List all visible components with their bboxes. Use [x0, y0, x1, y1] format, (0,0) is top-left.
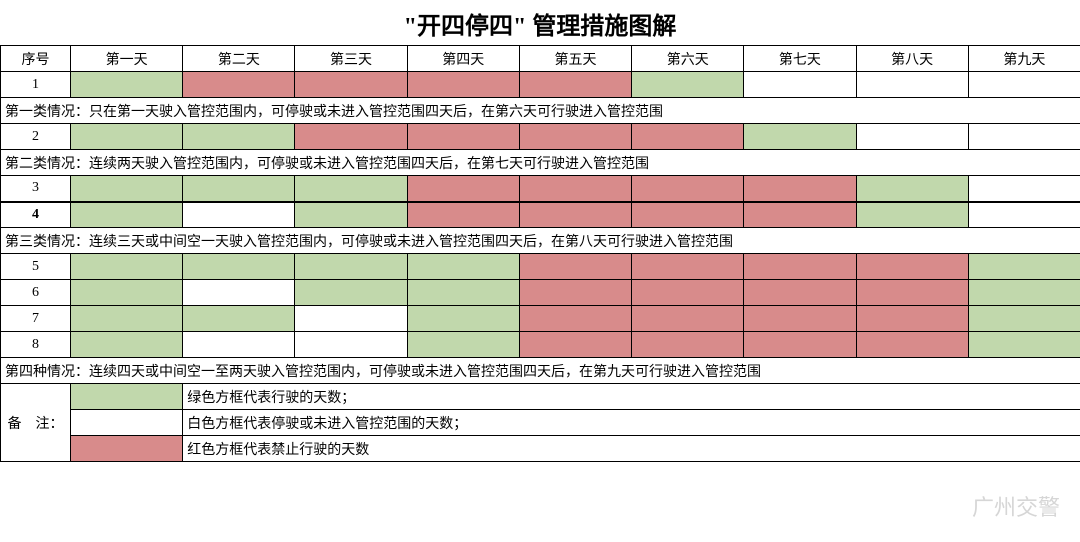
table-row: 6 [1, 280, 1080, 306]
legend-label: 备 注： [1, 384, 71, 462]
legend-swatch [71, 384, 183, 410]
table-header: 序号第一天第二天第三天第四天第五天第六天第七天第八天第九天 [1, 46, 1080, 72]
sheet: "开四停四" 管理措施图解 序号第一天第二天第三天第四天第五天第六天第七天第八天… [0, 0, 1080, 462]
table-row: 8 [1, 332, 1080, 358]
table-row: 7 [1, 306, 1080, 332]
desc-1: 第一类情况：只在第一天驶入管控范围内，可停驶或未进入管控范围四天后，在第六天可行… [1, 98, 1080, 124]
legend-text: 白色方框代表停驶或未进入管控范围的天数； [183, 410, 1080, 436]
legend-text: 绿色方框代表行驶的天数； [183, 384, 1080, 410]
policy-table: 序号第一天第二天第三天第四天第五天第六天第七天第八天第九天1第一类情况：只在第一… [0, 45, 1080, 462]
legend-swatch [71, 410, 183, 436]
desc-4: 第四种情况：连续四天或中间空一至两天驶入管控范围内，可停驶或未进入管控范围四天后… [1, 358, 1080, 384]
watermark-text: 广州交警 [972, 490, 1060, 522]
legend-row: 红色方框代表禁止行驶的天数 [1, 436, 1080, 462]
legend-text: 红色方框代表禁止行驶的天数 [183, 436, 1080, 462]
legend-swatch [71, 436, 183, 462]
table-row: 1 [1, 72, 1080, 98]
page-title: "开四停四" 管理措施图解 [0, 0, 1080, 45]
table-row: 4 [1, 202, 1080, 228]
legend-row: 白色方框代表停驶或未进入管控范围的天数； [1, 410, 1080, 436]
desc-3: 第三类情况：连续三天或中间空一天驶入管控范围内，可停驶或未进入管控范围四天后，在… [1, 228, 1080, 254]
legend-row: 备 注：绿色方框代表行驶的天数； [1, 384, 1080, 410]
table-row: 5 [1, 254, 1080, 280]
table-row: 3 [1, 176, 1080, 202]
table-row: 2 [1, 124, 1080, 150]
desc-2: 第二类情况：连续两天驶入管控范围内，可停驶或未进入管控范围四天后，在第七天可行驶… [1, 150, 1080, 176]
